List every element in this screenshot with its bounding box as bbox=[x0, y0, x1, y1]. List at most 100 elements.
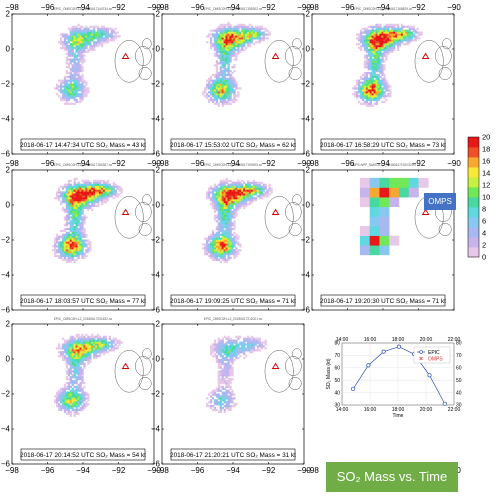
plume-pixel bbox=[71, 185, 74, 188]
plume-pixel bbox=[83, 46, 86, 50]
plume-pixel bbox=[98, 41, 102, 44]
plume-pixel bbox=[225, 62, 228, 65]
plume-pixel bbox=[395, 27, 398, 30]
plume-pixel bbox=[71, 345, 74, 348]
plume-pixel bbox=[379, 43, 382, 46]
plume-pixel bbox=[83, 183, 86, 186]
plume-pixel bbox=[71, 191, 74, 194]
plume-pixel bbox=[57, 406, 61, 410]
plume-pixel bbox=[375, 56, 378, 59]
plume-pixel bbox=[404, 37, 408, 40]
plume-pixel bbox=[79, 403, 82, 406]
plume-pixel bbox=[379, 85, 382, 88]
plume-pixel bbox=[262, 31, 265, 34]
plume-pixel bbox=[397, 48, 400, 52]
plume-pixel bbox=[93, 337, 96, 340]
plume-pixel bbox=[213, 79, 217, 82]
plume-pixel bbox=[217, 247, 220, 250]
plume-pixel bbox=[260, 189, 263, 192]
plume-pixel bbox=[229, 372, 232, 375]
plume-pixel bbox=[93, 193, 96, 196]
plume-pixel bbox=[87, 199, 90, 202]
plume-pixel bbox=[83, 349, 86, 352]
plume-pixel bbox=[213, 52, 217, 55]
plume-pixel bbox=[369, 25, 372, 28]
plume-pixel bbox=[223, 222, 226, 225]
plume-pixel bbox=[73, 64, 76, 67]
plume-pixel bbox=[231, 98, 234, 102]
plume-pixel bbox=[356, 96, 359, 100]
plume-pixel bbox=[233, 79, 236, 82]
plume-pixel bbox=[231, 91, 234, 94]
plume-pixel bbox=[69, 29, 72, 32]
plume-pixel bbox=[219, 43, 222, 46]
plume-pixel bbox=[373, 41, 376, 44]
plume-pixel bbox=[383, 64, 386, 67]
plume-pixel bbox=[235, 33, 238, 36]
plume-pixel bbox=[227, 339, 230, 342]
plume-pixel bbox=[209, 85, 213, 88]
plume-pixel bbox=[365, 44, 369, 48]
plume-pixel bbox=[398, 35, 402, 38]
plume-pixel bbox=[87, 343, 90, 346]
plume-pixel bbox=[233, 224, 236, 227]
plume-pixel bbox=[385, 89, 388, 92]
plume-pixel bbox=[118, 343, 121, 346]
plume-pixel bbox=[219, 70, 222, 73]
plume-pixel bbox=[65, 231, 69, 234]
plume-pixel bbox=[71, 254, 74, 258]
plume-pixel bbox=[375, 39, 378, 42]
plume-pixel bbox=[227, 397, 230, 400]
plume-pixel bbox=[108, 335, 111, 338]
plume-pixel bbox=[65, 343, 69, 346]
plume-pixel bbox=[243, 206, 246, 209]
plume-pixel bbox=[65, 87, 69, 90]
plume-pixel bbox=[79, 193, 82, 196]
plume-pixel bbox=[217, 389, 220, 392]
plume-pixel bbox=[229, 356, 232, 360]
plume-pixel bbox=[235, 95, 238, 98]
plume-pixel bbox=[209, 251, 213, 254]
plume-pixel bbox=[252, 29, 256, 32]
plume-pixel bbox=[420, 33, 423, 36]
y-tick-label: −6 bbox=[1, 150, 11, 159]
plume-pixel bbox=[89, 335, 92, 338]
plume-pixel bbox=[363, 71, 367, 75]
plume-pixel bbox=[95, 353, 98, 356]
plume-pixel bbox=[59, 91, 63, 94]
plume-pixel bbox=[75, 372, 78, 375]
plume-pixel bbox=[237, 197, 240, 200]
plume-pixel bbox=[73, 212, 76, 215]
plume-pixel bbox=[206, 245, 209, 248]
plume-pixel bbox=[373, 70, 376, 73]
plume-pixel bbox=[221, 251, 224, 254]
plume-pixel bbox=[227, 405, 230, 408]
plume-pixel bbox=[87, 351, 90, 354]
plume-pixel bbox=[63, 48, 67, 52]
plume-pixel bbox=[73, 414, 76, 417]
plume-pixel bbox=[227, 349, 230, 352]
plume-pixel bbox=[79, 25, 82, 28]
plume-pixel bbox=[93, 351, 96, 354]
plume-pixel bbox=[379, 52, 382, 55]
plume-pixel bbox=[219, 77, 222, 80]
plume-pixel bbox=[231, 52, 234, 55]
plume-pixel bbox=[359, 37, 363, 40]
plume-pixel bbox=[219, 343, 222, 346]
plume-pixel bbox=[262, 37, 265, 40]
plume-pixel bbox=[217, 25, 220, 28]
plume-pixel bbox=[81, 87, 84, 90]
plume-pixel bbox=[217, 44, 220, 48]
plume-pixel bbox=[61, 237, 65, 240]
plume-pixel bbox=[209, 77, 213, 80]
plume-pixel bbox=[223, 58, 226, 61]
plume-pixel bbox=[102, 29, 106, 32]
plume-pixel bbox=[83, 79, 86, 82]
plume-pixel bbox=[367, 64, 370, 67]
colorbar-segment bbox=[468, 187, 479, 198]
plume-pixel bbox=[63, 341, 67, 344]
plume-pixel bbox=[393, 35, 396, 38]
plume-pixel bbox=[207, 193, 211, 196]
plume-pixel bbox=[223, 381, 226, 385]
plume-pixel bbox=[91, 191, 94, 194]
